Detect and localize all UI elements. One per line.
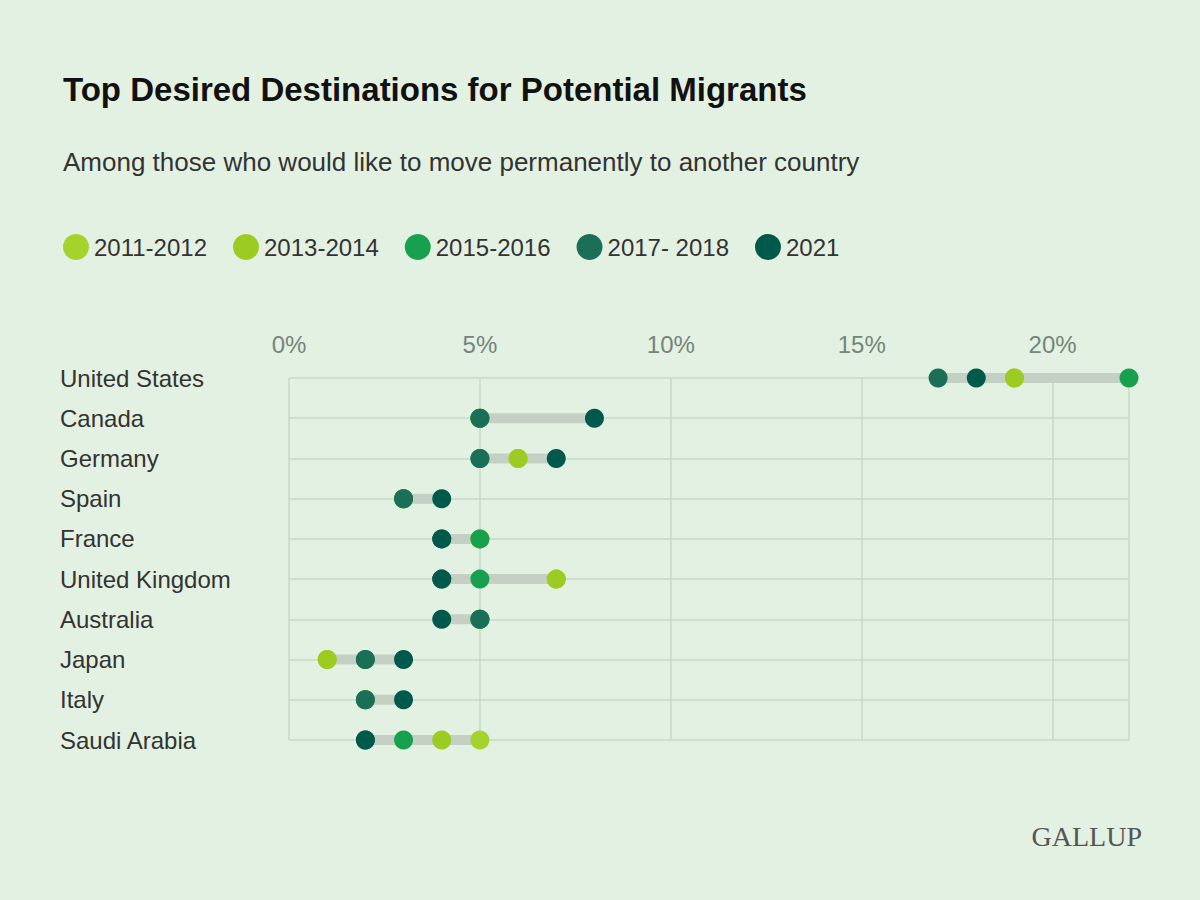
svg-text:Among those who would like to: Among those who would like to move perma… <box>63 147 859 177</box>
svg-text:United States: United States <box>60 365 204 392</box>
svg-text:10%: 10% <box>647 331 695 358</box>
svg-text:Canada: Canada <box>60 405 145 432</box>
svg-text:2017- 2018: 2017- 2018 <box>608 234 729 261</box>
svg-text:France: France <box>60 525 135 552</box>
svg-text:GALLUP: GALLUP <box>1032 821 1142 852</box>
svg-text:Italy: Italy <box>60 686 104 713</box>
svg-text:United Kingdom: United Kingdom <box>60 566 231 593</box>
svg-text:Spain: Spain <box>60 485 121 512</box>
svg-text:0%: 0% <box>272 331 307 358</box>
svg-text:Top Desired Destinations for P: Top Desired Destinations for Potential M… <box>63 71 807 108</box>
svg-text:2015-2016: 2015-2016 <box>436 234 551 261</box>
svg-text:2011-2012: 2011-2012 <box>94 234 207 261</box>
svg-text:Saudi Arabia: Saudi Arabia <box>60 727 197 754</box>
svg-text:Japan: Japan <box>60 646 125 673</box>
svg-text:2013-2014: 2013-2014 <box>264 234 379 261</box>
svg-text:20%: 20% <box>1029 331 1077 358</box>
svg-text:15%: 15% <box>838 331 886 358</box>
svg-text:Germany: Germany <box>60 445 159 472</box>
svg-text:Australia: Australia <box>60 606 154 633</box>
svg-text:2021: 2021 <box>786 234 839 261</box>
svg-text:5%: 5% <box>463 331 498 358</box>
